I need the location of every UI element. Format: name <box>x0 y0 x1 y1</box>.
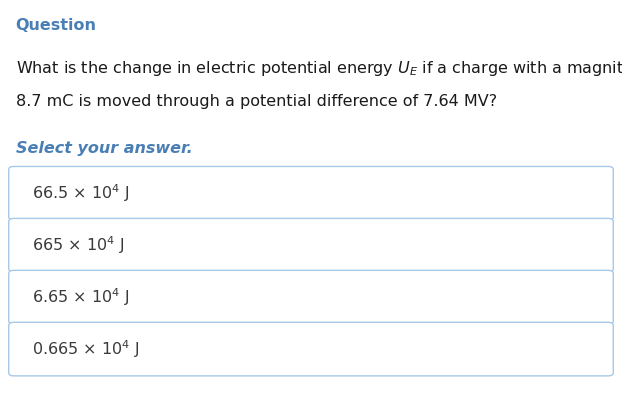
FancyBboxPatch shape <box>9 218 613 272</box>
FancyBboxPatch shape <box>9 270 613 324</box>
Text: 665 × 10$^4$ J: 665 × 10$^4$ J <box>32 234 124 256</box>
Text: What is the change in electric potential energy $U_E$ if a charge with a magnitu: What is the change in electric potential… <box>16 59 622 78</box>
FancyBboxPatch shape <box>9 166 613 220</box>
FancyBboxPatch shape <box>9 322 613 376</box>
Text: Question: Question <box>16 18 96 34</box>
Text: Select your answer.: Select your answer. <box>16 141 192 156</box>
Text: 0.665 × 10$^4$ J: 0.665 × 10$^4$ J <box>32 338 140 360</box>
Text: 6.65 × 10$^4$ J: 6.65 × 10$^4$ J <box>32 286 130 308</box>
Text: 8.7 mC is moved through a potential difference of 7.64 MV?: 8.7 mC is moved through a potential diff… <box>16 94 497 109</box>
Text: 66.5 × 10$^4$ J: 66.5 × 10$^4$ J <box>32 182 130 204</box>
